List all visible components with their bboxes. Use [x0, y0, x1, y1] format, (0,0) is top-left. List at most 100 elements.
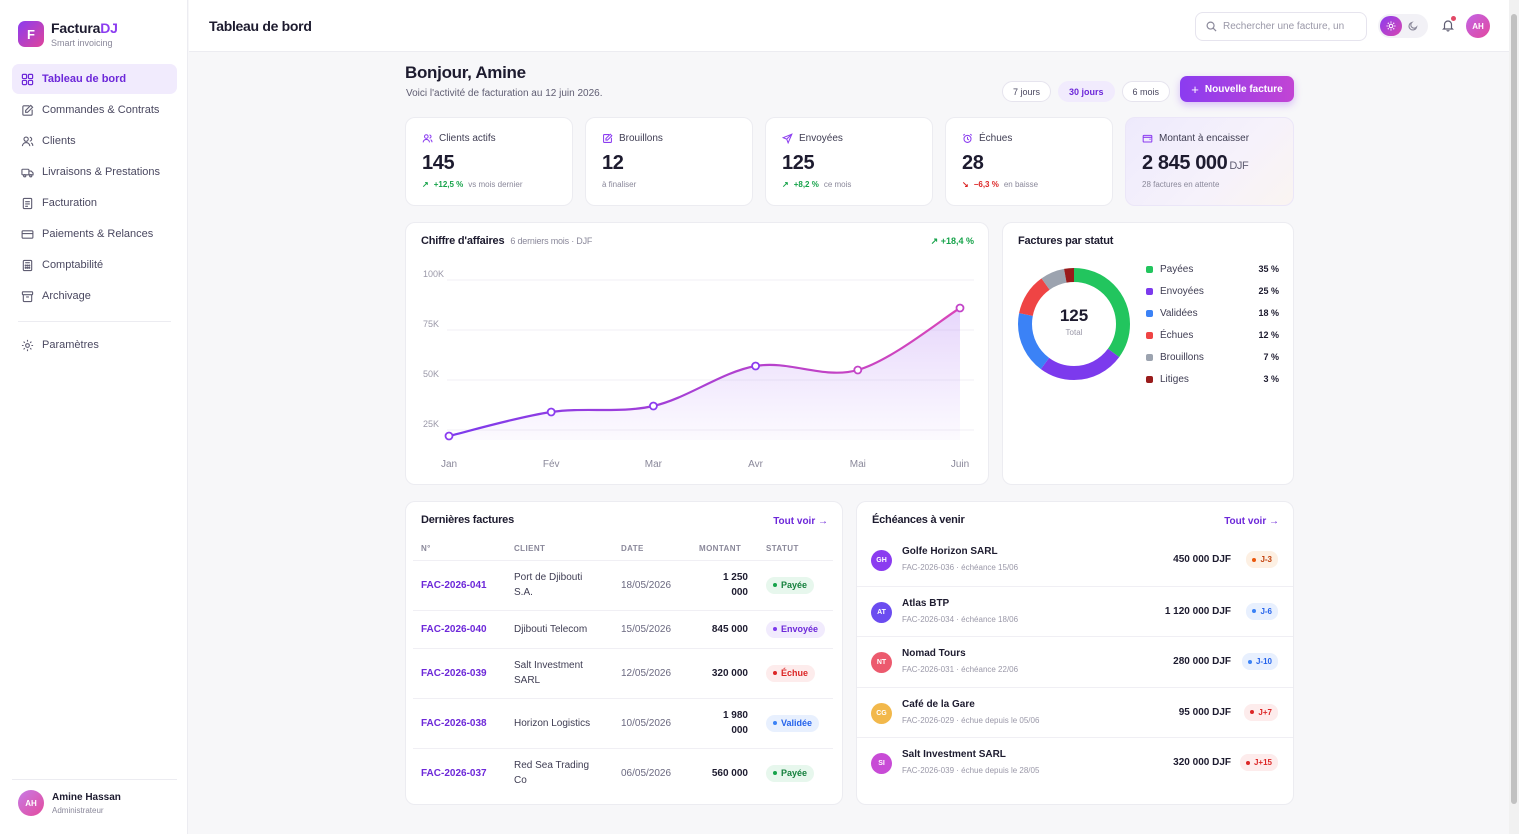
- kpi-footnote: ↗ +12,5 % vs mois dernier: [422, 180, 523, 189]
- data-point[interactable]: [444, 431, 454, 441]
- avatar: CG: [871, 702, 892, 724]
- user-profile[interactable]: AH Amine Hassan Administrateur: [12, 779, 177, 816]
- revenue-line: [448, 307, 961, 438]
- sidebar-item-dashboard[interactable]: Tableau de bord: [12, 64, 177, 94]
- legend-item: Brouillons 7 %: [1146, 350, 1279, 364]
- table-row[interactable]: FAC-2026-040 Djibouti Telecom 15/05/2026 84…: [413, 609, 833, 648]
- column-header[interactable]: DATE: [621, 544, 644, 554]
- range-6-months[interactable]: 6 mois: [1121, 81, 1171, 102]
- new-invoice-button[interactable]: + Nouvelle facture: [1180, 76, 1294, 102]
- donut-slice-litiges[interactable]: [1018, 268, 1130, 380]
- invoice-id-link[interactable]: FAC-2026-038: [413, 697, 506, 748]
- avatar: SI: [871, 753, 892, 774]
- invoice-status-cell: Payée: [758, 747, 833, 798]
- kpi-label: Envoyées: [782, 133, 843, 144]
- legend-item: Litiges 3 %: [1146, 372, 1279, 386]
- list-item[interactable]: NT Nomad Tours FAC-2026-031 · échéance 22/…: [857, 636, 1293, 686]
- data-point[interactable]: [648, 401, 658, 411]
- status-dot: [773, 583, 777, 587]
- column-header[interactable]: CLIENT: [514, 544, 546, 554]
- invoice-client: Salt Investment SARL: [506, 647, 613, 698]
- dark-mode-button[interactable]: [1402, 16, 1424, 36]
- light-mode-button[interactable]: [1380, 16, 1402, 36]
- kpi-note: à finaliser: [602, 180, 637, 189]
- table-row[interactable]: FAC-2026-039 Salt Investment SARL 12/05/202…: [413, 647, 833, 698]
- due-days-badge: J-10: [1241, 653, 1278, 670]
- table-row[interactable]: FAC-2026-038 Horizon Logistics 10/05/2026 1…: [413, 697, 833, 748]
- sidebar-item-settings[interactable]: Paramètres: [12, 330, 177, 360]
- list-item[interactable]: AT Atlas BTP FAC-2026-034 · échéance 18/06…: [857, 585, 1293, 636]
- amount-line-1: 560 000: [711, 767, 748, 779]
- sidebar-item-archive[interactable]: Archivage: [12, 281, 177, 311]
- avatar: AT: [871, 601, 892, 623]
- sidebar-item-orders[interactable]: Commandes & Contrats: [12, 95, 177, 125]
- kpi-card-sent[interactable]: Envoyées 125 ↗ +8,2 % ce mois: [765, 117, 933, 206]
- donut-slice-envoyées[interactable]: [1018, 268, 1130, 380]
- kpi-card-overdue[interactable]: Échues 28 ↘ −6,3 % en baisse: [945, 117, 1113, 206]
- list-item[interactable]: SI Salt Investment SARL FAC-2026-039 · éch…: [857, 737, 1293, 787]
- avatar[interactable]: AH: [1466, 14, 1490, 38]
- status-title: Factures par statut: [1018, 235, 1114, 247]
- legend-label: Payées: [1160, 263, 1194, 275]
- status-card: Factures par statut 125 Total Payées 35 %…: [1002, 222, 1294, 485]
- data-point[interactable]: [853, 365, 863, 375]
- range-30-days[interactable]: 30 jours: [1058, 81, 1115, 102]
- sidebar-item-label: Commandes & Contrats: [42, 104, 160, 116]
- invoice-id-link[interactable]: FAC-2026-039: [413, 647, 506, 698]
- legend-swatch: [1146, 331, 1153, 339]
- gear-icon: [21, 339, 34, 351]
- invoice-id-link[interactable]: FAC-2026-040: [413, 609, 506, 648]
- due-dot: [1250, 710, 1255, 714]
- kpi-delta: +8,2 %: [793, 180, 819, 189]
- invoice-id-link[interactable]: FAC-2026-037: [413, 747, 506, 798]
- column-header[interactable]: MONTANT: [699, 544, 742, 554]
- kpi-card-drafts[interactable]: Brouillons 12 à finaliser: [585, 117, 753, 206]
- see-all-invoices-link[interactable]: Tout voir →: [773, 516, 828, 527]
- range-7-days[interactable]: 7 jours: [1002, 81, 1052, 102]
- data-point[interactable]: [546, 407, 556, 417]
- sidebar-item-payments[interactable]: Paiements & Relances: [12, 219, 177, 249]
- data-point[interactable]: [955, 303, 965, 313]
- sidebar-item-deliveries[interactable]: Livraisons & Prestations: [12, 157, 177, 187]
- revenue-subtitle: 6 derniers mois · DJF: [510, 236, 593, 246]
- send-icon: [782, 133, 793, 144]
- donut-slice-validées[interactable]: [1018, 268, 1130, 380]
- column-header[interactable]: STATUT: [766, 544, 799, 554]
- list-item[interactable]: CG Café de la Gare FAC-2026-029 · échue de…: [857, 686, 1293, 737]
- sidebar-item-label: Paiements & Relances: [42, 228, 154, 240]
- kpi-value: 125: [782, 152, 815, 174]
- kpi-value-number: 2 845 000: [1142, 152, 1228, 174]
- sidebar-item-accounting[interactable]: Comptabilité: [12, 250, 177, 280]
- status-dot: [773, 627, 777, 631]
- theme-toggle[interactable]: [1378, 14, 1428, 38]
- scrollbar[interactable]: [1509, 0, 1519, 834]
- plus-icon: +: [1191, 81, 1199, 97]
- invoice-client: Red Sea Trading Co: [506, 747, 613, 798]
- due-days-badge: J+7: [1244, 703, 1278, 721]
- column-header[interactable]: N°: [421, 544, 431, 554]
- kpi-card-receivable[interactable]: Montant à encaisser 2 845 000 DJF 28 fact…: [1125, 117, 1294, 206]
- scrollbar-thumb[interactable]: [1511, 14, 1517, 804]
- due-amount: 1 120 000 DJF: [1164, 605, 1231, 617]
- bell-icon[interactable]: [1441, 18, 1455, 32]
- invoice-id-link[interactable]: FAC-2026-041: [413, 559, 506, 610]
- see-all-due-link[interactable]: Tout voir →: [1224, 516, 1279, 527]
- sidebar-item-clients[interactable]: Clients: [12, 126, 177, 156]
- due-dot: [1252, 557, 1257, 562]
- kpi-card-active-clients[interactable]: Clients actifs 145 ↗ +12,5 % vs mois dern…: [405, 117, 573, 206]
- list-item[interactable]: GH Golfe Horizon SARL FAC-2026-036 · échéa…: [857, 535, 1293, 585]
- status-label: Payée: [781, 580, 808, 590]
- search-input[interactable]: [1223, 21, 1363, 32]
- search-box[interactable]: [1195, 12, 1367, 41]
- table-row[interactable]: FAC-2026-041 Port de Djibouti S.A. 18/05/20…: [413, 559, 833, 610]
- table-row[interactable]: FAC-2026-037 Red Sea Trading Co 06/05/2026 5…: [413, 747, 833, 798]
- brand-name-accent: DJ: [100, 20, 118, 36]
- sidebar-item-invoicing[interactable]: Facturation: [12, 188, 177, 218]
- status-dot: [773, 721, 777, 725]
- brand[interactable]: F FacturaDJ Smart invoicing: [18, 20, 118, 48]
- invoice-date: 06/05/2026: [613, 747, 691, 798]
- due-meta: FAC-2026-036 · échéance 15/06: [902, 563, 1019, 572]
- x-tick-label: Jan: [441, 459, 457, 470]
- kpi-label-text: Envoyées: [799, 133, 843, 144]
- data-point[interactable]: [751, 361, 761, 371]
